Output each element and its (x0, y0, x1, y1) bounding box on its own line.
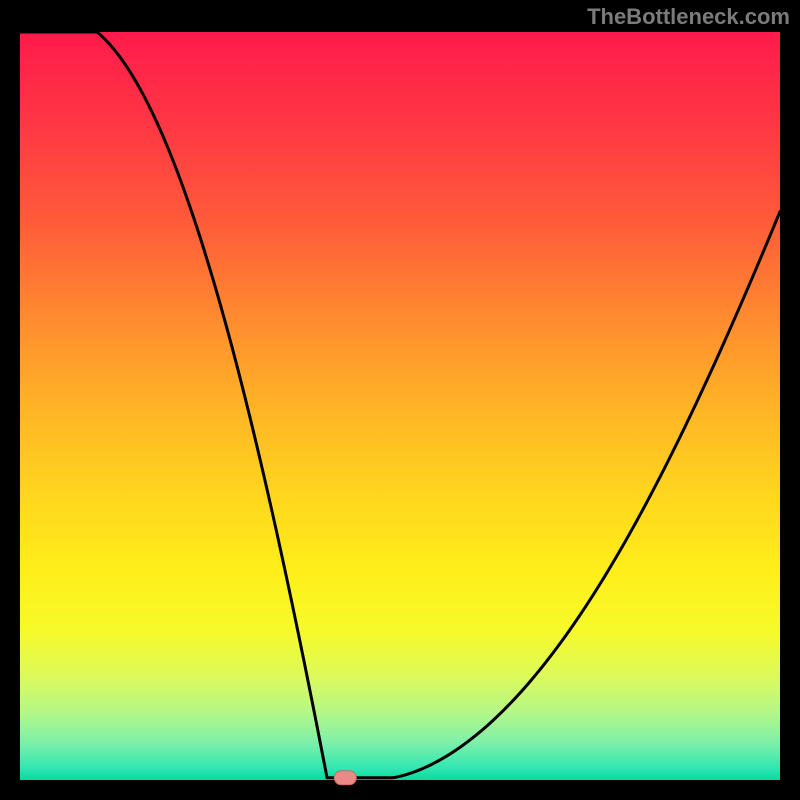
watermark-text: TheBottleneck.com (587, 4, 790, 30)
bottleneck-curve (20, 32, 780, 778)
valley-marker (334, 771, 356, 785)
chart-svg (0, 0, 800, 800)
